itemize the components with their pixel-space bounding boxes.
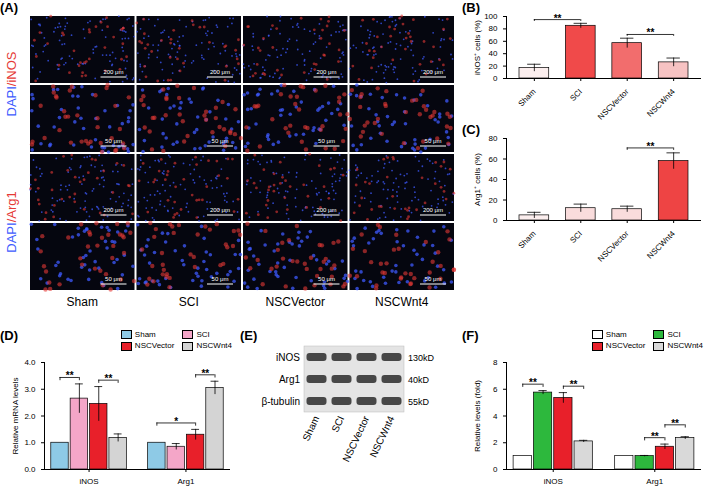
svg-text:0.0: 0.0 (24, 465, 36, 474)
svg-text:iNOS: iNOS (276, 352, 300, 363)
svg-text:NSCWnt4: NSCWnt4 (368, 414, 397, 459)
svg-text:50 μm: 50 μm (318, 276, 335, 282)
svg-text:80: 80 (489, 24, 498, 33)
svg-text:3.0: 3.0 (24, 385, 36, 394)
svg-text:0: 0 (493, 216, 498, 225)
svg-text:**: ** (105, 373, 113, 384)
svg-text:50 μm: 50 μm (425, 276, 442, 282)
svg-text:130kD: 130kD (408, 353, 435, 363)
svg-text:Sham: Sham (300, 414, 321, 442)
svg-text:Arg1: Arg1 (177, 477, 194, 486)
svg-text:NSCVector: NSCVector (266, 295, 325, 309)
html-text:(C): (C) (462, 122, 480, 137)
svg-text:20: 20 (489, 62, 498, 71)
svg-text:50 μm: 50 μm (105, 276, 122, 282)
html-text:SCI: SCI (196, 330, 210, 339)
svg-text:iNOS: iNOS (544, 477, 563, 486)
svg-text:40kD: 40kD (408, 375, 430, 385)
svg-text:NSCVector: NSCVector (596, 229, 631, 264)
svg-text:Arg1: Arg1 (646, 477, 663, 486)
svg-text:iNOS: iNOS (80, 477, 99, 486)
svg-text:200 μm: 200 μm (423, 69, 443, 75)
svg-text:Sham: Sham (516, 229, 537, 250)
svg-text:Relative mRNA levels: Relative mRNA levels (11, 378, 20, 455)
svg-text:50 μm: 50 μm (318, 138, 335, 144)
svg-text:Arg1: Arg1 (279, 374, 301, 385)
svg-text:**: ** (647, 141, 655, 152)
svg-text:50 μm: 50 μm (105, 138, 122, 144)
html-text:NSCVector: NSCVector (605, 341, 646, 351)
html-text:(B): (B) (462, 0, 480, 15)
svg-text:50 μm: 50 μm (425, 138, 442, 144)
svg-text:80: 80 (489, 134, 498, 143)
svg-text:20: 20 (489, 196, 498, 205)
svg-text:60: 60 (489, 155, 498, 164)
svg-text:200 μm: 200 μm (316, 69, 336, 75)
svg-text:0: 0 (493, 465, 498, 474)
html-text:(E): (E) (240, 328, 258, 343)
svg-text:6: 6 (493, 385, 498, 394)
svg-text:NSCWnt4: NSCWnt4 (375, 295, 429, 309)
svg-text:8: 8 (493, 358, 498, 367)
svg-text:**: ** (554, 13, 562, 24)
svg-text:**: ** (529, 377, 537, 388)
svg-text:1.0: 1.0 (24, 438, 36, 447)
html-text:(A): (A) (0, 0, 18, 15)
svg-text:**: ** (570, 379, 578, 390)
html-text:SCI: SCI (667, 330, 681, 339)
svg-text:2: 2 (493, 438, 498, 447)
html-text:(F): (F) (462, 328, 479, 343)
svg-text:iNOS⁺ cells (%): iNOS⁺ cells (%) (473, 20, 482, 75)
html-text:Sham: Sham (134, 330, 156, 339)
svg-text:**: ** (66, 370, 74, 381)
svg-text:200 μm: 200 μm (103, 207, 123, 213)
svg-text:DAPI/Arg1: DAPI/Arg1 (4, 191, 19, 252)
html-text:(D): (D) (0, 328, 18, 343)
svg-text:50 μm: 50 μm (212, 276, 229, 282)
svg-text:40: 40 (489, 49, 498, 58)
svg-text:Sham: Sham (67, 295, 98, 309)
svg-text:NSCWnt4: NSCWnt4 (645, 229, 677, 261)
svg-text:4.0: 4.0 (24, 358, 36, 367)
svg-text:Relative levels (fold): Relative levels (fold) (473, 380, 482, 452)
svg-text:4: 4 (493, 412, 498, 421)
svg-text:**: ** (651, 431, 659, 442)
svg-text:200 μm: 200 μm (423, 207, 443, 213)
svg-text:SCI: SCI (179, 295, 199, 309)
svg-text:**: ** (647, 27, 655, 38)
html-text:Sham: Sham (605, 330, 627, 339)
svg-text:200 μm: 200 μm (210, 207, 230, 213)
svg-text:NSCWnt4: NSCWnt4 (645, 87, 677, 119)
svg-text:0: 0 (493, 74, 498, 83)
svg-text:Arg1⁺ cells (%): Arg1⁺ cells (%) (473, 153, 482, 206)
svg-text:NSCVector: NSCVector (596, 87, 631, 122)
svg-text:**: ** (201, 368, 209, 379)
svg-text:60: 60 (489, 37, 498, 46)
svg-text:DAPI/iNOS: DAPI/iNOS (4, 51, 19, 116)
svg-text:SCI: SCI (568, 229, 584, 245)
svg-text:100: 100 (484, 12, 498, 21)
svg-text:NSCVector: NSCVector (340, 414, 371, 464)
svg-text:50 μm: 50 μm (212, 138, 229, 144)
svg-text:200 μm: 200 μm (103, 69, 123, 75)
svg-text:Sham: Sham (516, 87, 537, 108)
svg-text:200 μm: 200 μm (316, 207, 336, 213)
html-text:NSCWnt4: NSCWnt4 (196, 341, 232, 351)
svg-text:40: 40 (489, 175, 498, 184)
html-text:NSCVector: NSCVector (134, 341, 175, 351)
svg-text:SCI: SCI (568, 87, 584, 103)
svg-text:55kD: 55kD (408, 397, 430, 407)
svg-text:SCI: SCI (329, 414, 346, 434)
svg-text:**: ** (671, 418, 679, 429)
svg-text:200 μm: 200 μm (210, 69, 230, 75)
svg-text:β-tubulin: β-tubulin (261, 396, 300, 407)
svg-text:*: * (174, 416, 178, 427)
svg-text:2.0: 2.0 (24, 412, 36, 421)
html-text:NSCWnt4: NSCWnt4 (667, 341, 703, 351)
